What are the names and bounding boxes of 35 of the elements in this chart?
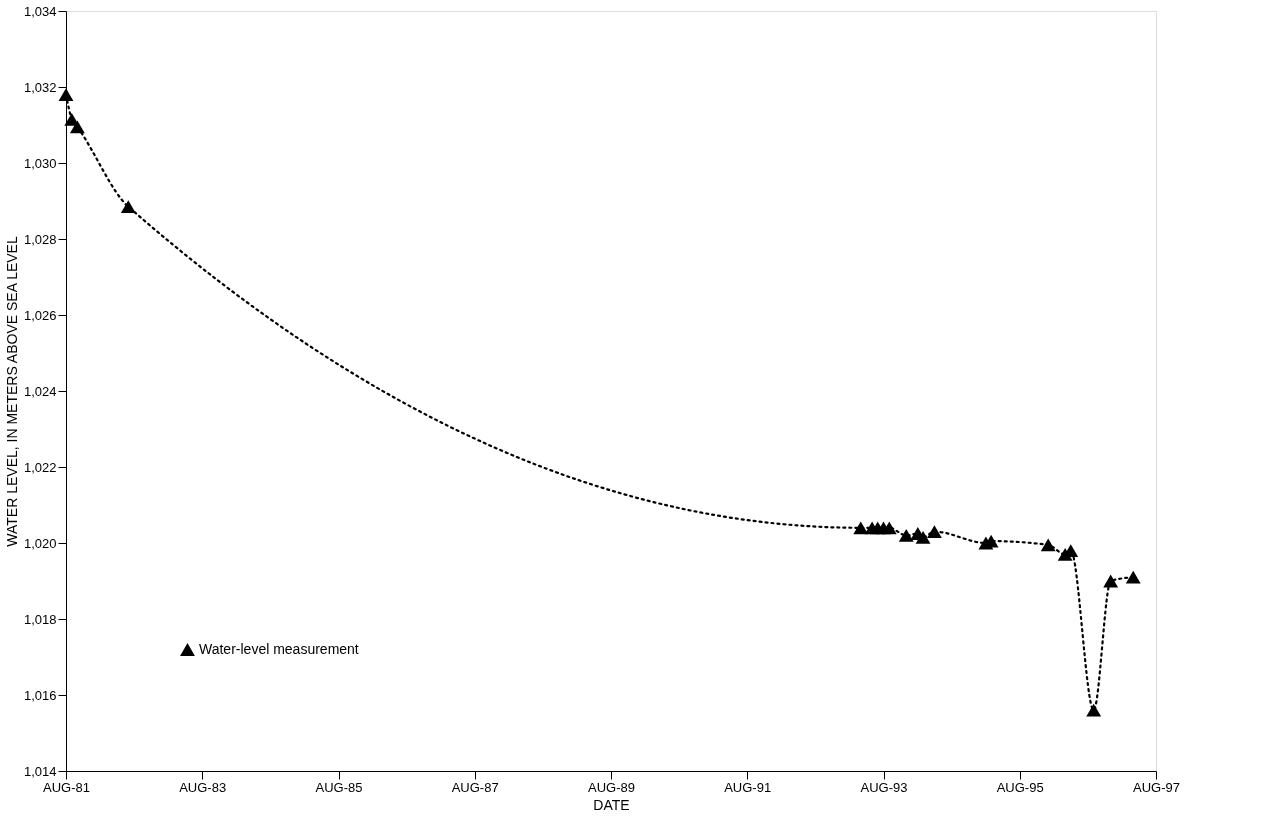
- y-tick-label: 1,018: [23, 611, 57, 627]
- y-tick-label: 1,016: [23, 687, 57, 703]
- point: [69, 120, 85, 134]
- x-tick-label: AUG-85: [315, 779, 363, 795]
- point: [881, 521, 897, 535]
- y-tick-label: 1,026: [23, 307, 57, 323]
- point: [927, 525, 942, 539]
- y-axis-title: WATER LEVEL, IN METERS ABOVE SEA LEVEL: [3, 236, 20, 547]
- x-tick-label: AUG-83: [179, 779, 227, 795]
- x-tick-label: AUG-89: [588, 779, 635, 795]
- y-tick-label: 1,034: [23, 3, 57, 19]
- y-tick-label: 1,020: [23, 535, 57, 551]
- y-tick-label: 1,028: [23, 231, 57, 247]
- x-tick-label: AUG-87: [451, 779, 499, 795]
- y-tick-label: 1,030: [23, 155, 57, 171]
- point: [120, 200, 136, 214]
- x-tick-label: AUG-97: [1133, 779, 1180, 795]
- x-tick-label: AUG-95: [996, 779, 1044, 795]
- x-axis-title: DATE: [593, 796, 630, 813]
- x-tick-label: AUG-93: [860, 779, 908, 795]
- point: [1040, 538, 1056, 552]
- y-tick-label: 1,032: [23, 79, 57, 95]
- x-tick-label: AUG-81: [43, 779, 90, 795]
- point: [1125, 570, 1141, 584]
- point: [1103, 574, 1119, 588]
- y-tick-label: 1,024: [23, 383, 57, 399]
- legend-label: Water-level measurement: [199, 640, 359, 657]
- y-tick-label: 1,014: [23, 763, 57, 779]
- point: [1086, 703, 1102, 717]
- y-tick-label: 1,022: [23, 459, 57, 475]
- point: [853, 521, 869, 535]
- x-tick-label: AUG-91: [724, 779, 772, 795]
- point: [898, 528, 914, 542]
- point: [58, 88, 74, 102]
- point: [915, 530, 931, 544]
